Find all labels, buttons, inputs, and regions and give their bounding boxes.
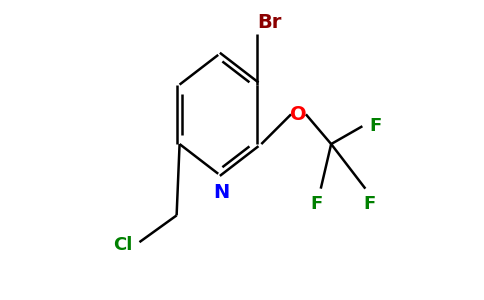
Text: F: F — [363, 195, 376, 213]
Text: Cl: Cl — [113, 236, 132, 254]
Text: Br: Br — [257, 13, 281, 32]
Text: O: O — [290, 105, 307, 124]
Text: F: F — [310, 195, 322, 213]
Text: N: N — [213, 183, 229, 202]
Text: F: F — [370, 117, 382, 135]
